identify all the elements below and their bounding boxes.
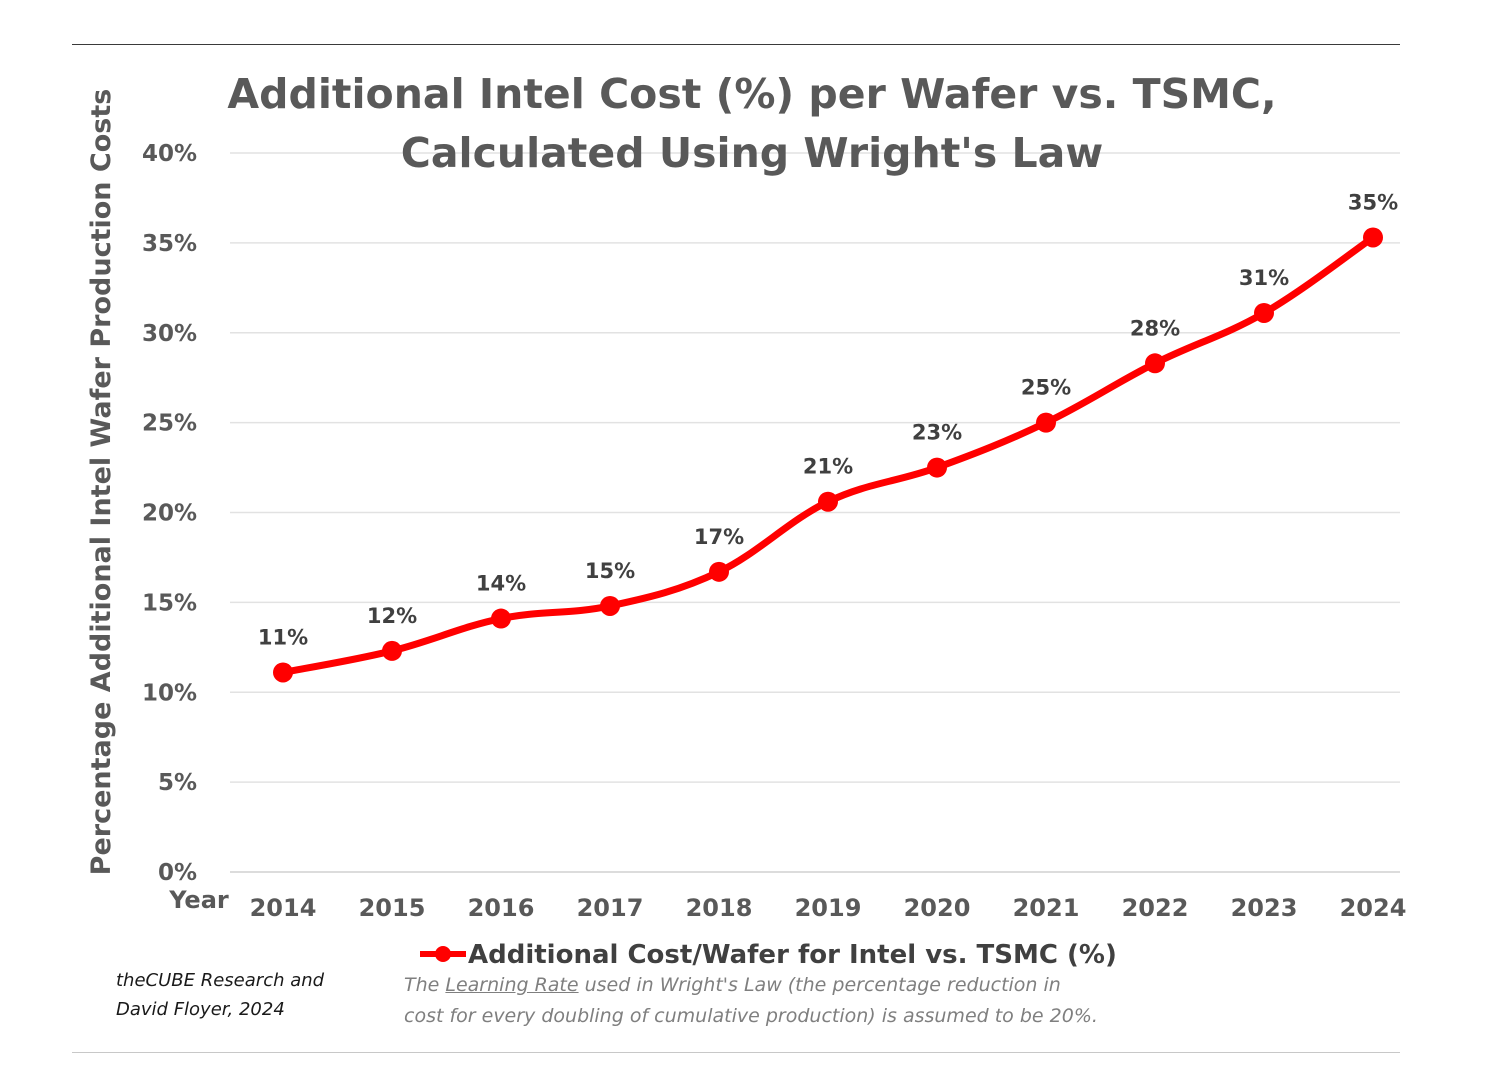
y-axis-label: Percentage Additional Intel Wafer Produc… <box>86 89 117 876</box>
data-label: 12% <box>367 604 417 628</box>
gridlines <box>230 152 1400 873</box>
data-label: 11% <box>258 625 308 649</box>
data-label: 15% <box>585 559 635 583</box>
footnote-line-1: The Learning Rate used in Wright's Law (… <box>404 970 1164 1001</box>
y-tick-label: 20% <box>142 501 197 527</box>
x-tick-label: 2018 <box>686 894 753 922</box>
chart-title: Additional Intel Cost (%) per Wafer vs. … <box>227 70 1276 177</box>
source-credit: theCUBE Research and David Floyer, 2024 <box>116 966 386 1024</box>
data-point <box>600 595 620 616</box>
footnote: The Learning Rate used in Wright's Law (… <box>404 970 1164 1032</box>
series-additional-cost <box>273 227 1383 683</box>
data-label: 35% <box>1348 190 1398 214</box>
data-point <box>491 608 511 629</box>
legend-entry-label: Additional Cost/Wafer for Intel vs. TSMC… <box>468 940 1117 970</box>
x-tick-label: 2023 <box>1231 894 1298 922</box>
x-tick-labels: 2014 2015 2016 2017 2018 2019 2020 2021 2022 2023… <box>250 894 1407 922</box>
data-label: 23% <box>912 421 962 445</box>
data-label: 21% <box>803 455 853 479</box>
data-point <box>709 561 729 582</box>
y-tick-label: 0% <box>158 860 197 886</box>
y-tick-labels: 0% 5% 10% 15% 20% 25% 30% 35% 40% <box>142 141 197 886</box>
data-point <box>273 662 293 683</box>
y-tick-label: 25% <box>142 411 197 437</box>
top-rule <box>72 44 1400 45</box>
chart-title-line-2: Calculated Using Wright's Law <box>401 129 1103 177</box>
data-label: 31% <box>1239 266 1289 290</box>
learning-rate-link[interactable]: Learning Rate <box>445 974 579 996</box>
data-point <box>1363 227 1383 248</box>
footnote-line-1-rest: used in Wright's Law (the percentage red… <box>578 974 1061 996</box>
x-tick-label: 2021 <box>1013 894 1080 922</box>
x-tick-label: 2019 <box>795 894 862 922</box>
chart-title-line-1: Additional Intel Cost (%) per Wafer vs. … <box>227 70 1276 118</box>
legend-marker-swatch <box>435 946 451 962</box>
data-point <box>1145 353 1165 374</box>
data-point <box>818 491 838 512</box>
x-tick-label: 2016 <box>468 894 535 922</box>
data-label: 28% <box>1130 316 1180 340</box>
x-tick-label: 2024 <box>1340 894 1407 922</box>
data-point <box>1254 302 1274 323</box>
x-axis-label: Year <box>168 886 229 914</box>
data-point <box>1036 412 1056 433</box>
y-tick-label: 15% <box>142 590 197 616</box>
y-tick-label: 10% <box>142 680 197 706</box>
y-tick-label: 30% <box>142 321 197 347</box>
x-tick-label: 2020 <box>904 894 971 922</box>
y-tick-label: 35% <box>142 231 197 257</box>
credit-line-2: David Floyer, 2024 <box>116 999 285 1020</box>
bottom-rule <box>72 1052 1400 1053</box>
credit-line-1: theCUBE Research and <box>116 970 325 991</box>
y-tick-label: 5% <box>158 770 197 796</box>
data-label: 17% <box>694 525 744 549</box>
x-tick-label: 2014 <box>250 894 317 922</box>
data-label: 14% <box>476 572 526 596</box>
legend: Additional Cost/Wafer for Intel vs. TSMC… <box>420 940 1117 970</box>
data-labels: 11% 12% 14% 15% 17% 21% 23% 25% 28% 31% 35% <box>258 190 1398 649</box>
footnote-prefix: The <box>404 974 446 996</box>
data-point <box>382 640 402 661</box>
x-tick-label: 2015 <box>359 894 426 922</box>
x-tick-label: 2017 <box>577 894 644 922</box>
data-label: 25% <box>1021 376 1071 400</box>
x-tick-label: 2022 <box>1122 894 1189 922</box>
data-point <box>927 457 947 478</box>
footnote-line-2: cost for every doubling of cumulative pr… <box>404 1005 1098 1027</box>
y-tick-label: 40% <box>142 141 197 167</box>
